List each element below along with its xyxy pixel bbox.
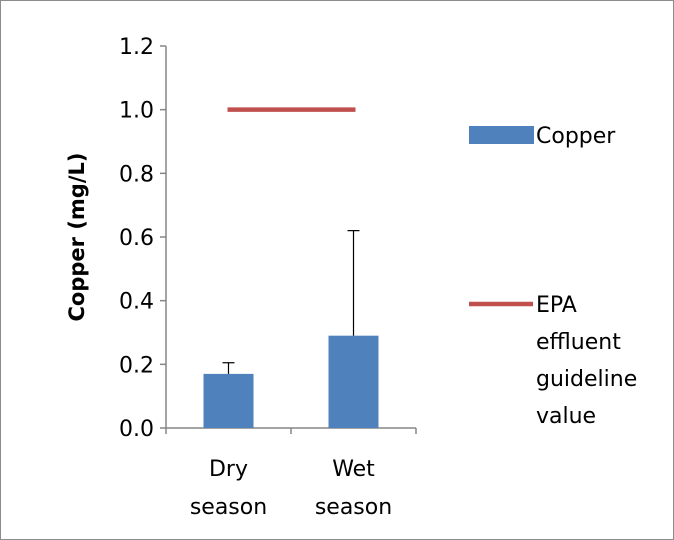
y-axis-label: Copper (mg/L) (65, 153, 89, 322)
legend-label-epa: value (536, 404, 596, 429)
y-tick-label: 0.6 (119, 226, 154, 251)
x-category-label: Wet (332, 457, 375, 482)
legend-label-copper: Copper (536, 124, 616, 149)
bar (328, 335, 379, 428)
y-tick-label: 0.8 (119, 162, 154, 187)
labels: 0.0 0.2 0.4 0.6 0.8 1.0 1.2 Dry season Wet season (119, 35, 392, 520)
marks (203, 107, 379, 428)
x-category-label: season (190, 495, 267, 520)
x-category-label: season (315, 495, 392, 520)
legend-label-epa: effluent (536, 330, 621, 355)
legend-swatch-copper (469, 126, 534, 144)
y-tick-label: 0.0 (119, 417, 154, 442)
legend-label-epa: EPA (536, 293, 577, 318)
y-tick-label: 1.0 (119, 99, 154, 124)
x-category-label: Dry (209, 457, 248, 482)
bar (203, 373, 254, 428)
y-tick-label: 0.2 (119, 353, 154, 378)
legend-label-epa: guideline (536, 367, 637, 392)
y-tick-label: 1.2 (119, 35, 154, 60)
y-tick-label: 0.4 (119, 290, 154, 315)
legend: Copper EPA effluent guideline value (469, 124, 637, 429)
